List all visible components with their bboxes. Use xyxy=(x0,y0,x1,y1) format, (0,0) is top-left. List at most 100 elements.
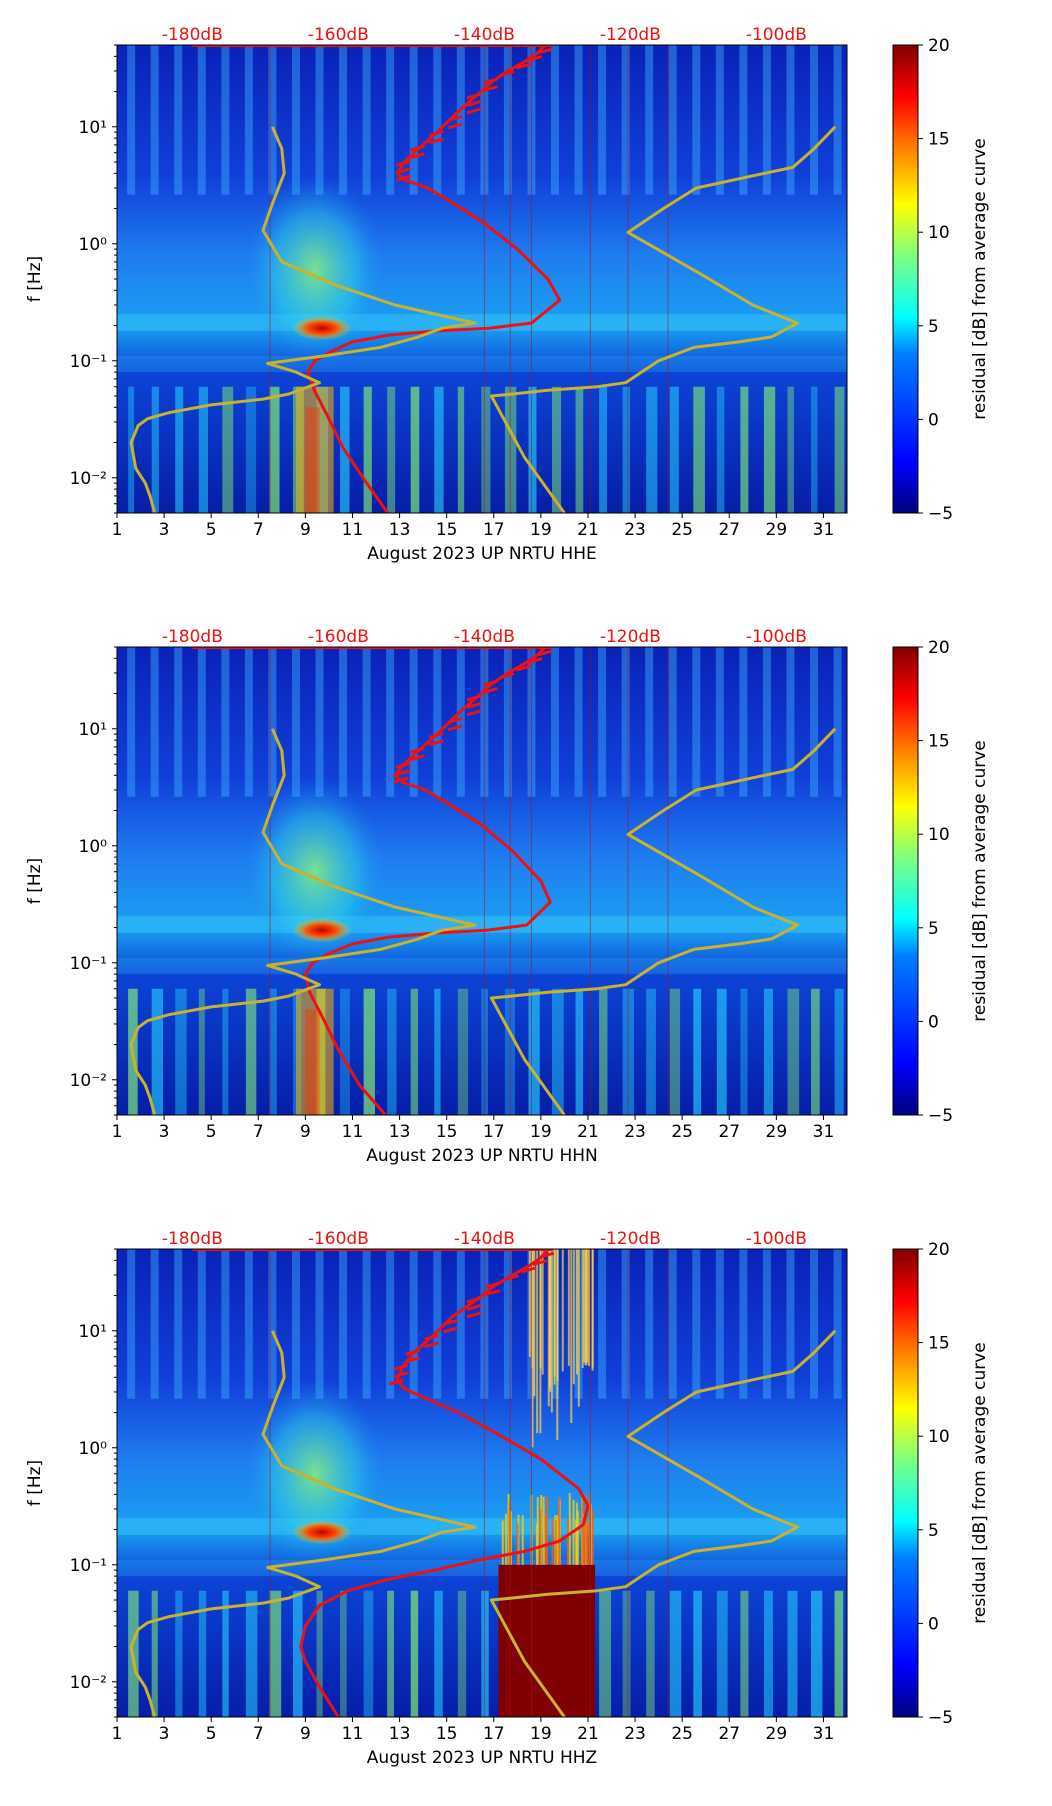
daily-stripe xyxy=(410,386,420,513)
daily-stripe xyxy=(622,386,631,513)
daily-stripe xyxy=(409,647,418,797)
daily-stripe xyxy=(833,647,842,797)
x-tick-label: 9 xyxy=(300,1122,311,1142)
noise-curve-jitter xyxy=(527,657,543,664)
model-curve-yellow xyxy=(129,728,477,1115)
colorbar: 20 15 10 5 0 −5 residual [dB] from average cur… xyxy=(892,638,990,1126)
daily-stripe xyxy=(151,386,159,513)
daily-stripe xyxy=(316,1590,323,1717)
model-curve-yellow xyxy=(489,727,837,1115)
db-scale-label: -180dB xyxy=(162,25,223,45)
noise-curve-jitter xyxy=(485,1289,501,1296)
y-tick-label: 10⁻¹ xyxy=(70,1556,107,1576)
y-tick-label: 10⁰ xyxy=(79,837,108,857)
daily-stripe xyxy=(127,647,136,797)
model-curve-yellow xyxy=(489,125,837,513)
noise-curve-jitter xyxy=(515,664,531,672)
daily-stripe xyxy=(340,1590,347,1717)
x-tick-label: 19 xyxy=(530,1724,552,1744)
daily-stripe xyxy=(834,988,844,1115)
colorbar-gradient xyxy=(892,1248,919,1718)
x-tick-label: 3 xyxy=(159,1122,170,1142)
daily-stripe xyxy=(574,647,583,797)
x-tick-label: 5 xyxy=(206,1122,217,1142)
daily-stripe xyxy=(645,1249,654,1399)
daily-stripe xyxy=(362,647,371,797)
daily-stripe xyxy=(268,45,277,195)
daily-stripe xyxy=(363,1590,374,1717)
daily-stripe xyxy=(151,1590,158,1717)
daily-stripe xyxy=(692,647,701,797)
daily-stripe xyxy=(245,386,257,513)
daily-stripe xyxy=(221,647,230,797)
x-axis-label: August 2023 UP NRTU HHE xyxy=(367,544,597,564)
x-tick-label: 29 xyxy=(766,1724,788,1744)
daily-stripe xyxy=(127,1249,136,1399)
noise-curve-jitter xyxy=(485,1281,501,1289)
x-tick-label: 1 xyxy=(112,1724,123,1744)
db-scale-label: -100dB xyxy=(746,25,807,45)
x-tick-label: 21 xyxy=(577,1724,599,1744)
colorbar-tick-label: 10 xyxy=(928,223,950,243)
x-tick-label: 23 xyxy=(624,1724,646,1744)
noise-curve-jitter xyxy=(410,144,425,152)
db-scale-label: -120dB xyxy=(600,1229,661,1249)
noise-curve-jitter xyxy=(483,679,498,687)
storm-peak xyxy=(291,316,352,341)
noise-curve-jitter xyxy=(466,1304,482,1311)
y-axis-label: f [Hz] xyxy=(25,256,45,302)
y-tick-label: 10⁰ xyxy=(79,235,108,255)
daily-stripe xyxy=(740,1590,749,1717)
noise-curve-jitter xyxy=(428,731,444,739)
colorbar: 20 15 10 5 0 −5 residual [dB] from average cur… xyxy=(892,1240,990,1728)
colorbar-tick-label: 20 xyxy=(928,638,950,658)
noise-curve-jitter xyxy=(395,761,411,769)
daily-stripe xyxy=(668,647,677,797)
storm-peak xyxy=(291,918,352,943)
daily-stripe xyxy=(787,1590,798,1717)
colorbar-tick-label: 0 xyxy=(928,1012,939,1032)
noise-curve-jitter xyxy=(466,694,482,702)
daily-stripe xyxy=(222,1590,229,1717)
daily-stripe xyxy=(245,1590,258,1717)
daily-stripe xyxy=(362,1249,371,1399)
noise-curve-jitter xyxy=(483,687,498,694)
microseism-band xyxy=(117,1559,847,1577)
noise-curve-jitter xyxy=(410,152,425,160)
plot-area xyxy=(117,45,847,513)
daily-stripe xyxy=(245,988,257,1115)
daily-stripe xyxy=(269,988,277,1115)
y-tick-label: 10⁻² xyxy=(70,469,107,489)
daily-stripe xyxy=(599,386,608,513)
daily-stripe xyxy=(456,647,465,797)
daily-stripe xyxy=(669,386,679,513)
daily-stripe xyxy=(175,1590,183,1717)
colorbar-tick-label: −5 xyxy=(928,1708,953,1728)
y-tick-label: 10¹ xyxy=(79,118,107,138)
noise-curve-jitter xyxy=(405,1348,421,1356)
x-tick-label: 25 xyxy=(671,1122,693,1142)
daily-stripe xyxy=(552,386,562,513)
daily-stripe xyxy=(552,988,564,1115)
daily-stripe xyxy=(763,1590,773,1717)
daily-stripe xyxy=(762,647,771,797)
daily-stripe xyxy=(646,988,656,1115)
daily-stripe xyxy=(387,988,397,1115)
x-tick-label: 31 xyxy=(813,1122,835,1142)
x-tick-label: 3 xyxy=(159,1724,170,1744)
daily-stripe xyxy=(528,988,540,1115)
daily-stripe xyxy=(268,1249,277,1399)
storm-glow xyxy=(244,1378,385,1569)
db-scale-label: -140dB xyxy=(454,1229,515,1249)
microseism-band xyxy=(117,957,847,975)
noise-curve-jitter xyxy=(393,776,409,784)
y-tick-label: 10⁻² xyxy=(70,1071,107,1091)
colorbar-label: residual [dB] from average curve xyxy=(970,138,990,419)
daily-stripe xyxy=(244,1249,253,1399)
x-tick-label: 19 xyxy=(530,1122,552,1142)
daily-stripe xyxy=(292,1590,303,1717)
